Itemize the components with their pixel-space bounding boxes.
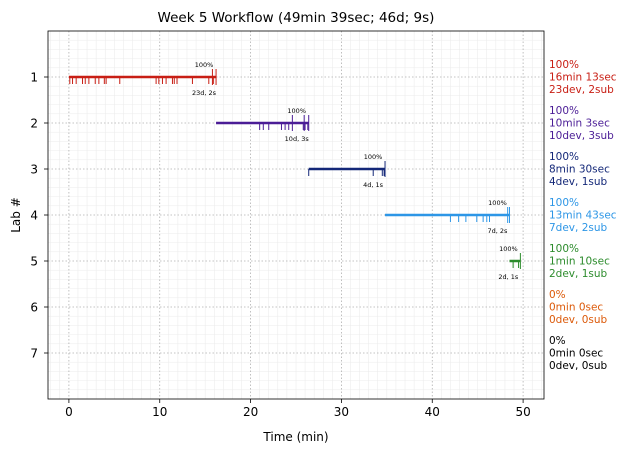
lab-3-percent-label: 100% (364, 153, 383, 161)
lab-2-summary-line: 10min 3sec (549, 118, 610, 130)
lab-bars: 100% 23d, 2s 100% 10d, 3s 100% 4d, 1s 100% 7d, … (68, 61, 521, 281)
y-tick-label: 2 (30, 117, 38, 131)
lab-5-counts-label: 2d, 1s (498, 273, 519, 281)
lab-3-summary-line: 4dev, 1sub (549, 176, 608, 188)
y-axis-label: Lab # (9, 197, 23, 233)
lab-3-summary-line: 100% (549, 151, 579, 163)
x-tick-label: 50 (515, 405, 530, 419)
lab-1-percent-label: 100% (195, 61, 214, 69)
x-tick-label: 0 (65, 405, 73, 419)
y-tick-label: 5 (30, 255, 38, 269)
lab-6-summary-line: 0dev, 0sub (549, 314, 608, 326)
x-tick-label: 20 (243, 405, 258, 419)
lab-4-percent-label: 100% (488, 199, 507, 207)
lab-4-summary-line: 7dev, 2sub (549, 222, 608, 234)
x-tick-label: 40 (425, 405, 440, 419)
lab-5-summary-line: 1min 10sec (549, 256, 610, 268)
lab-6-summary-line: 0min 0sec (549, 302, 603, 314)
lab-6-summary-line: 0% (549, 289, 566, 301)
lab-1-summary-line: 100% (549, 59, 579, 71)
lab-4-summary-line: 100% (549, 197, 579, 209)
x-axis-ticks: 0 10 20 30 40 50 (65, 399, 531, 419)
y-tick-label: 1 (30, 71, 38, 85)
y-tick-label: 4 (30, 209, 38, 223)
lab-7-summary-line: 0min 0sec (549, 348, 603, 360)
lab-2-counts-label: 10d, 3s (285, 135, 310, 143)
lab-5-summary-line: 2dev, 1sub (549, 268, 608, 280)
chart-title: Week 5 Workflow (49min 39sec; 46d; 9s) (158, 10, 435, 26)
lab-3-counts-label: 4d, 1s (363, 181, 384, 189)
lab-5-percent-label: 100% (499, 245, 518, 253)
lab-1-counts-label: 23d, 2s (192, 89, 217, 97)
lab-2-summary-line: 10dev, 3sub (549, 130, 614, 142)
lab-7-summary-line: 0dev, 0sub (549, 360, 608, 372)
y-tick-label: 6 (30, 301, 38, 315)
lab-2-summary-line: 100% (549, 105, 579, 117)
lab-4-counts-label: 7d, 2s (488, 227, 509, 235)
x-tick-label: 10 (152, 405, 167, 419)
lab-2-percent-label: 100% (287, 107, 306, 115)
lab-1-summary-line: 16min 13sec (549, 72, 617, 84)
y-tick-label: 7 (30, 347, 38, 361)
x-axis-label: Time (min) (262, 430, 328, 444)
lab-1-summary-line: 23dev, 2sub (549, 84, 614, 96)
lab-3-summary-line: 8min 30sec (549, 164, 610, 176)
lab-7-summary-line: 0% (549, 335, 566, 347)
y-tick-label: 3 (30, 163, 38, 177)
y-axis-ticks: 1 2 3 4 5 6 7 (30, 71, 48, 361)
x-tick-label: 30 (334, 405, 349, 419)
lab-5-summary-line: 100% (549, 243, 579, 255)
lab-4-summary-line: 13min 43sec (549, 210, 617, 222)
